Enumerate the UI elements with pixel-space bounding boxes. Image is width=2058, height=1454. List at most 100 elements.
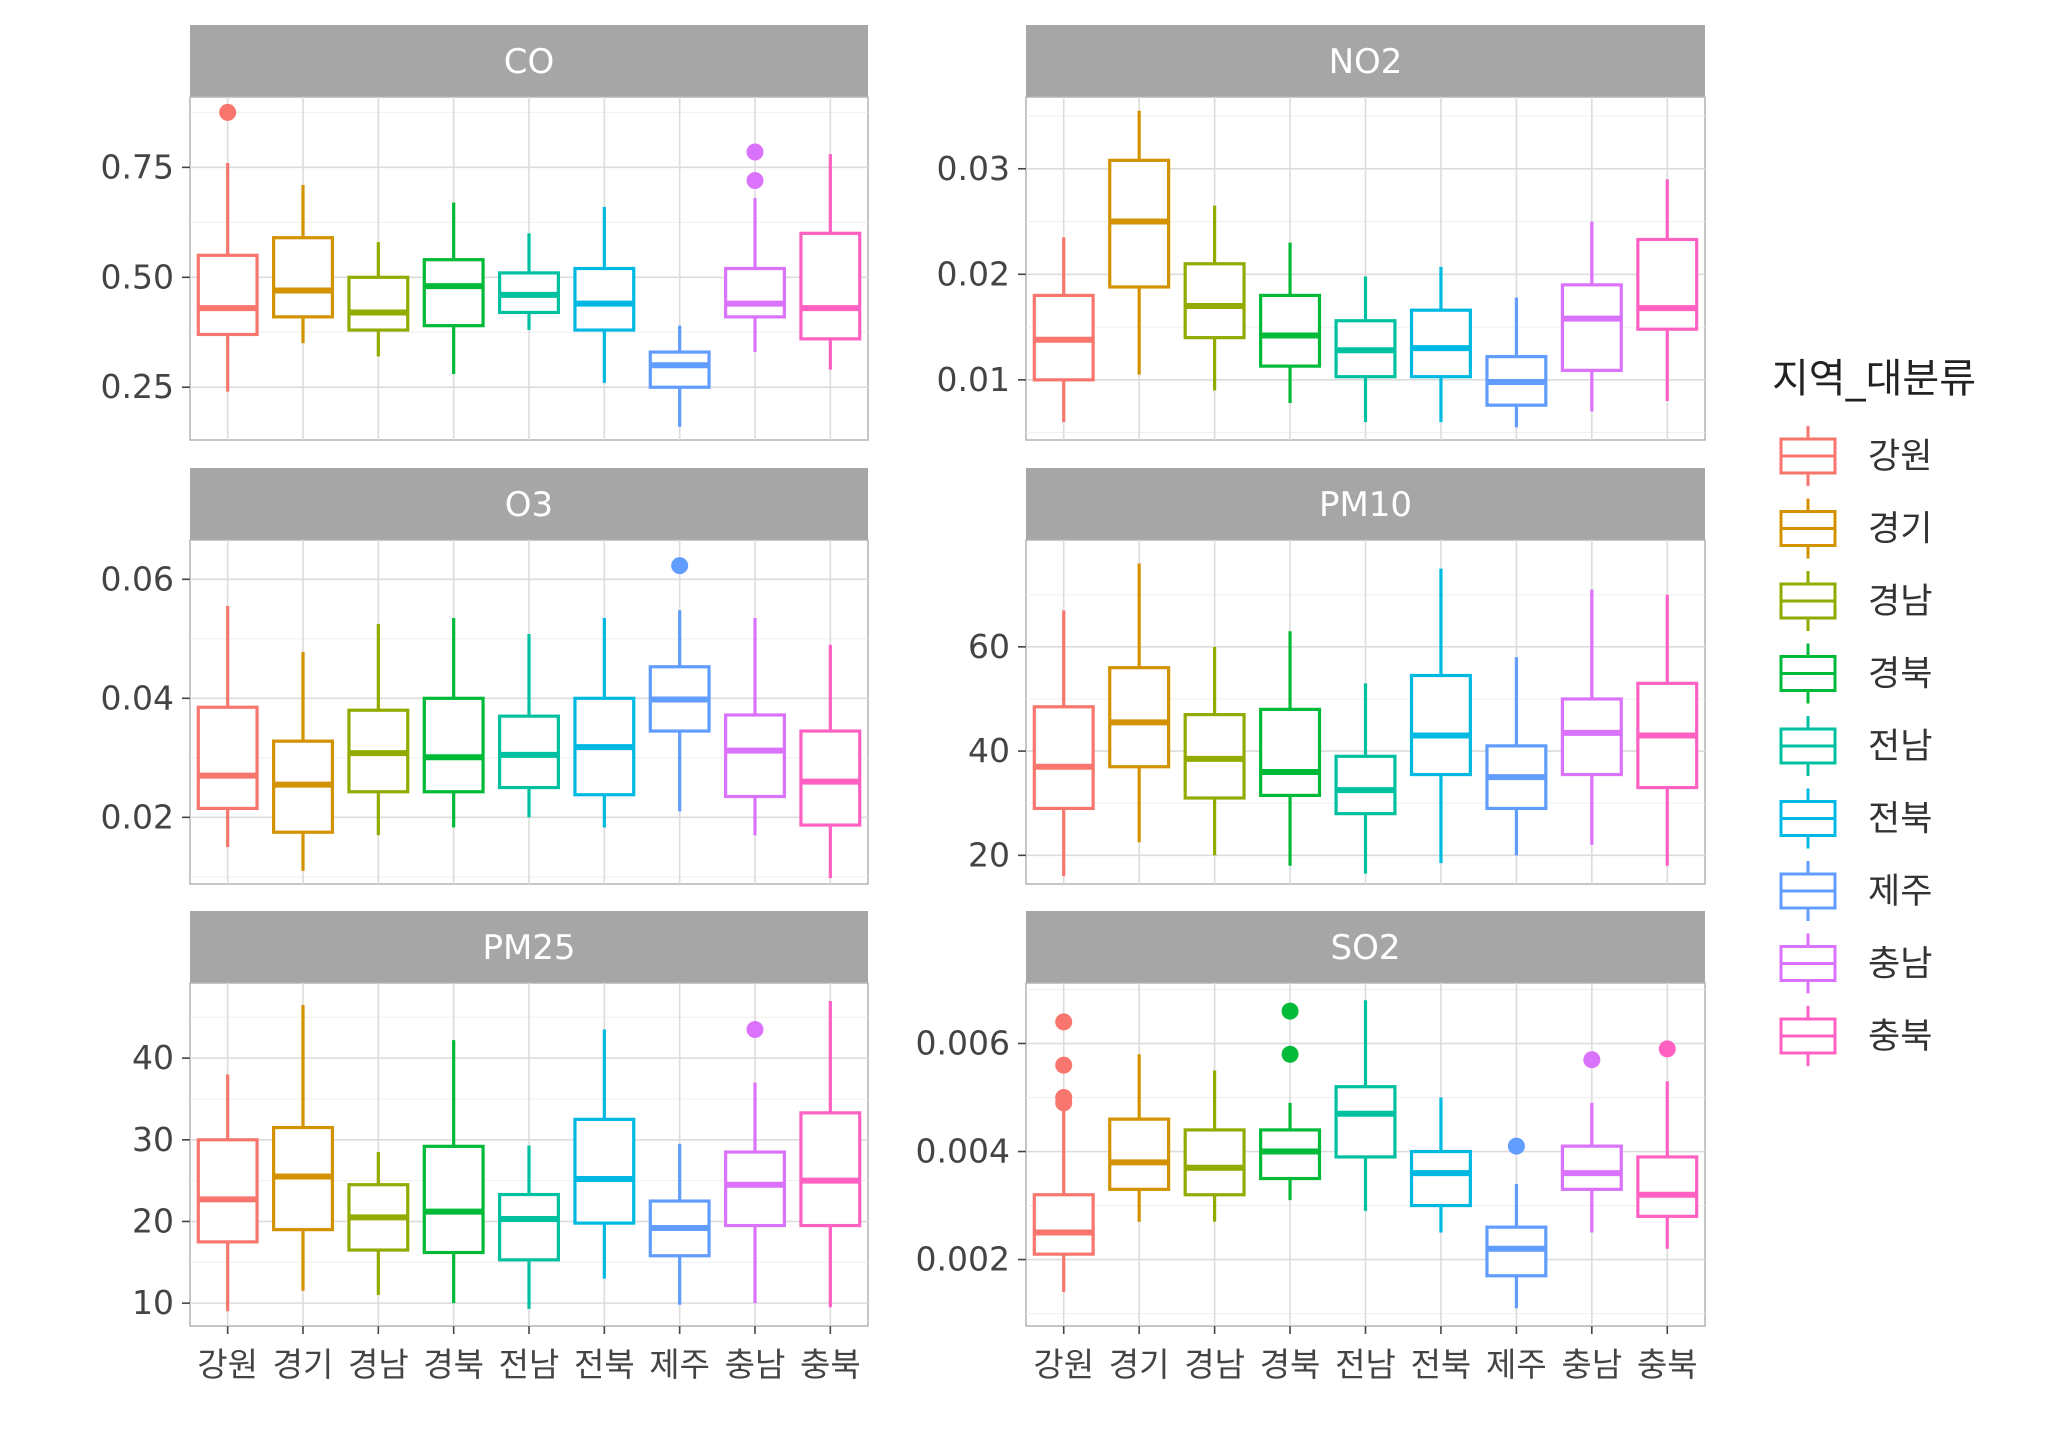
y-tick-label: 0.03 — [937, 149, 1010, 188]
y-tick-label: 10 — [132, 1283, 174, 1322]
box-경남 — [347, 242, 410, 357]
facet-panel-so2: SO2 0.002 0.004 0.006 강원 경기 경남 경북 전남 전북 제주 충남 충북 — [916, 911, 1706, 1384]
legend-label: 경기 — [1868, 510, 1932, 550]
box-충북 — [1636, 594, 1699, 866]
outlier-point — [1055, 1013, 1073, 1031]
facet-strip-label: O3 — [505, 485, 553, 525]
box-전북 — [573, 1029, 636, 1279]
box-강원 — [1032, 237, 1095, 423]
box-경기 — [1108, 110, 1171, 375]
x-tick-label: 경북 — [1260, 1345, 1321, 1384]
y-tick-label: 0.004 — [916, 1132, 1010, 1171]
outlier-point — [746, 1021, 764, 1039]
x-tick-label: 경북 — [423, 1345, 484, 1384]
iqr-box — [799, 231, 862, 341]
legend-label: 전북 — [1868, 800, 1932, 840]
x-tick-label: 전남 — [1335, 1345, 1396, 1384]
facet-strip — [1026, 468, 1705, 540]
legend-item-경기: 경기 — [1779, 498, 1932, 559]
y-tick-label: 0.25 — [101, 367, 174, 406]
y-tick-label: 60 — [968, 627, 1010, 666]
box-충남 — [1560, 221, 1623, 412]
box-경남 — [1183, 205, 1246, 391]
facet-strip-label: PM25 — [482, 928, 575, 968]
box-전남 — [1334, 1000, 1397, 1211]
iqr-box — [1259, 293, 1322, 368]
y-tick-label: 30 — [132, 1120, 174, 1159]
box-전북 — [573, 617, 636, 828]
legend-label: 경북 — [1868, 655, 1932, 695]
box-충북 — [1636, 179, 1699, 401]
legend-label: 강원 — [1868, 437, 1932, 477]
box-경남 — [1183, 646, 1246, 856]
facet-strip — [190, 468, 868, 540]
iqr-box — [1560, 1144, 1623, 1191]
facet-panel-o3: O3 0.02 0.04 0.06 — [101, 468, 869, 885]
legend-item-경남: 경남 — [1779, 571, 1932, 631]
outlier-point — [1055, 1089, 1073, 1107]
legend-item-전북: 전북 — [1779, 788, 1932, 849]
box-경기 — [1108, 563, 1171, 843]
x-tick-label: 강원 — [1033, 1345, 1094, 1384]
legend-label: 충남 — [1868, 945, 1932, 985]
x-tick-label: 경남 — [1184, 1345, 1245, 1384]
legend-label: 경남 — [1868, 582, 1932, 622]
box-제주 — [1485, 297, 1548, 428]
facet-panel-no2: NO2 0.01 0.02 0.03 — [937, 25, 1706, 441]
facet-strip — [190, 25, 868, 97]
iqr-box — [1183, 262, 1246, 340]
outlier-point — [1281, 1002, 1299, 1020]
iqr-box — [422, 258, 485, 328]
legend-item-경북: 경북 — [1779, 643, 1932, 704]
box-제주 — [1485, 1137, 1548, 1309]
box-전남 — [1334, 276, 1397, 423]
x-tick-label: 경남 — [348, 1345, 409, 1384]
facet-strip-label: NO2 — [1329, 42, 1403, 82]
outlier-point — [1583, 1051, 1601, 1069]
box-경북 — [422, 202, 485, 375]
box-경북 — [422, 617, 485, 828]
y-tick-label: 0.01 — [937, 360, 1010, 399]
box-경남 — [1183, 1070, 1246, 1222]
iqr-box — [724, 266, 786, 319]
box-전남 — [498, 233, 560, 331]
box-제주 — [648, 557, 711, 812]
box-전북 — [573, 206, 636, 383]
box-경기 — [272, 651, 334, 871]
facet-panels: CO 0.25 0.50 0.75 NO2 0.01 0.02 0.03 O3 0.02 0.04 0… — [101, 25, 1706, 1384]
y-tick-label: 40 — [968, 731, 1010, 770]
legend-label: 전남 — [1868, 727, 1932, 767]
legend-item-충북: 충북 — [1779, 1006, 1932, 1066]
outlier-point — [746, 143, 764, 161]
iqr-box — [1032, 1193, 1095, 1256]
iqr-box — [1409, 1149, 1472, 1208]
box-충남 — [1560, 1051, 1623, 1233]
x-tick-label: 충북 — [800, 1345, 861, 1384]
x-tick-label: 강원 — [197, 1345, 258, 1384]
x-tick-label: 전북 — [574, 1345, 635, 1384]
box-충남 — [1560, 589, 1623, 845]
facet-panel-pm25: PM25 10 20 30 40 강원 경기 경남 경북 전남 전북 제주 충남 충북 — [132, 911, 869, 1384]
y-tick-label: 0.002 — [916, 1240, 1010, 1279]
legend-item-강원: 강원 — [1779, 426, 1932, 486]
box-전남 — [498, 1145, 560, 1309]
facet-strip-label: CO — [504, 42, 555, 82]
iqr-box — [272, 236, 334, 319]
outlier-point — [671, 557, 689, 575]
box-강원 — [196, 103, 259, 392]
iqr-box — [1409, 673, 1472, 777]
outlier-point — [1055, 1056, 1073, 1074]
box-경북 — [1259, 631, 1322, 866]
facet-strip-label: SO2 — [1331, 928, 1401, 968]
x-tick-label: 제주 — [649, 1345, 710, 1384]
iqr-box — [573, 1117, 636, 1225]
x-tick-label: 제주 — [1486, 1345, 1547, 1384]
y-tick-label: 0.50 — [101, 257, 174, 296]
box-강원 — [1032, 610, 1095, 877]
iqr-box — [1259, 707, 1322, 797]
outlier-point — [1281, 1045, 1299, 1063]
iqr-box — [196, 705, 259, 811]
box-경북 — [422, 1040, 485, 1304]
iqr-box — [1334, 754, 1397, 816]
